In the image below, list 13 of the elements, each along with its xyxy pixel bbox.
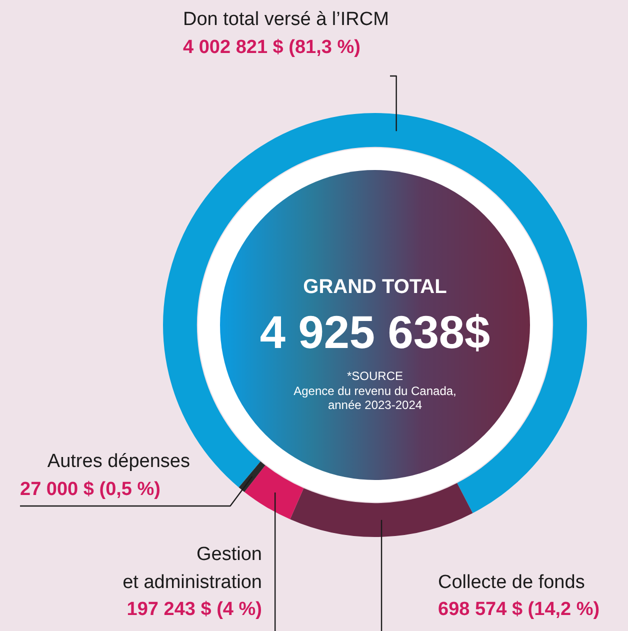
text: GRAND TOTAL xyxy=(302,276,448,298)
slice-label: Autres dépenses xyxy=(47,451,190,472)
data-label: 698 574 $ (14,2 %) xyxy=(438,599,600,620)
text: année 2023-2024 xyxy=(326,398,424,412)
data-label: 27 000 $ (0,5 %) xyxy=(20,479,160,500)
data-label: 4 002 821 $ (81,3 %) xyxy=(183,37,360,58)
slice-label: Collecte de fonds xyxy=(438,572,585,594)
text: *SOURCE xyxy=(346,369,404,384)
text: 4 925 638$ xyxy=(258,306,492,358)
slice-label: Don total versé à l’IRCM xyxy=(183,9,389,30)
slice-label: Gestion et administration xyxy=(122,544,262,594)
data-label: 197 243 $ (4 %) xyxy=(126,599,262,620)
text: Agence du revenu du Canada, xyxy=(292,384,458,398)
